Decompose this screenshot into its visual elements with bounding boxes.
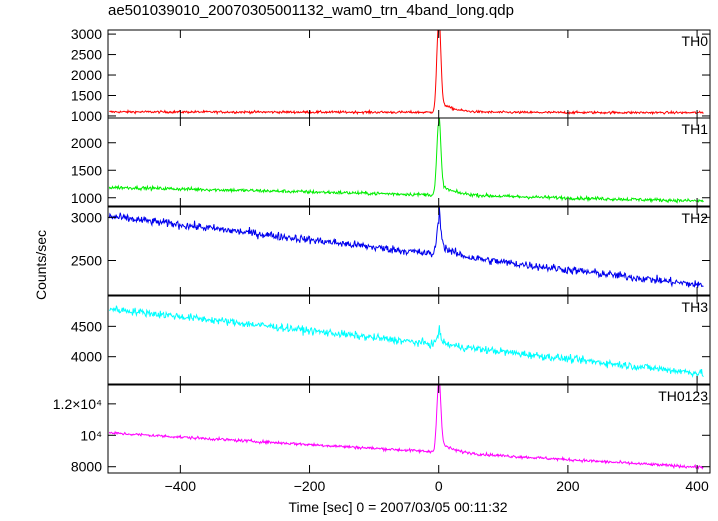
panel-frame [107, 206, 711, 296]
y-tick-label: 2500 [71, 47, 102, 63]
y-tick-label: 4500 [71, 318, 102, 334]
y-tick-label: 1000 [71, 108, 102, 124]
chart-title: ae501039010_20070305001132_wam0_trn_4ban… [108, 2, 514, 19]
y-axis-label: Counts/sec [33, 230, 49, 300]
series-th3 [109, 305, 704, 379]
y-tick-label: 3000 [71, 26, 102, 42]
y-tick-label: 2000 [71, 67, 102, 83]
series-th1 [108, 118, 704, 204]
panel-th0: 1000 1500 2000 2500 3000 TH0 [71, 26, 711, 124]
panel-label: TH0 [682, 33, 709, 49]
y-tick-label: 1500 [71, 162, 102, 178]
x-tick-label: 200 [556, 478, 580, 494]
panel-frame [107, 117, 711, 207]
y-tick-label: 2500 [71, 252, 102, 268]
y-tick-label: 10⁴ [80, 427, 102, 443]
series-th0 [109, 30, 704, 116]
x-axis-label: Time [sec] 0 = 2007/03/05 00:11:32 [288, 499, 507, 515]
x-tick-label: −200 [294, 478, 326, 494]
series-th2 [108, 207, 704, 288]
y-tick-label: 1500 [71, 87, 102, 103]
panel-th2: 2500 3000 TH2 [71, 206, 711, 296]
y-tick-label: 8000 [71, 459, 102, 475]
panel-th3: 4000 4500 TH3 [71, 295, 711, 385]
panel-label: TH2 [682, 210, 709, 226]
y-tick-label: 4000 [71, 349, 102, 365]
panel-frame [107, 29, 711, 119]
y-tick-label: 3000 [71, 209, 102, 225]
series-th0123 [108, 385, 704, 470]
y-tick-label: 1.2×10⁴ [53, 396, 102, 412]
x-tick-label: 0 [435, 478, 443, 494]
x-tick-label: −400 [165, 478, 197, 494]
panel-th0123: 8000 10⁴ 1.2×10⁴ TH0123 [53, 384, 711, 475]
panel-label: TH3 [682, 299, 709, 315]
panel-label: TH1 [682, 121, 709, 137]
panel-th1: 1000 1500 2000 TH1 [71, 117, 711, 207]
panel-frame [107, 295, 711, 385]
y-tick-label: 1000 [71, 190, 102, 206]
panel-label: TH0123 [658, 388, 708, 404]
y-tick-label: 2000 [71, 135, 102, 151]
panel-frame [107, 384, 711, 474]
x-tick-label: 400 [685, 478, 709, 494]
